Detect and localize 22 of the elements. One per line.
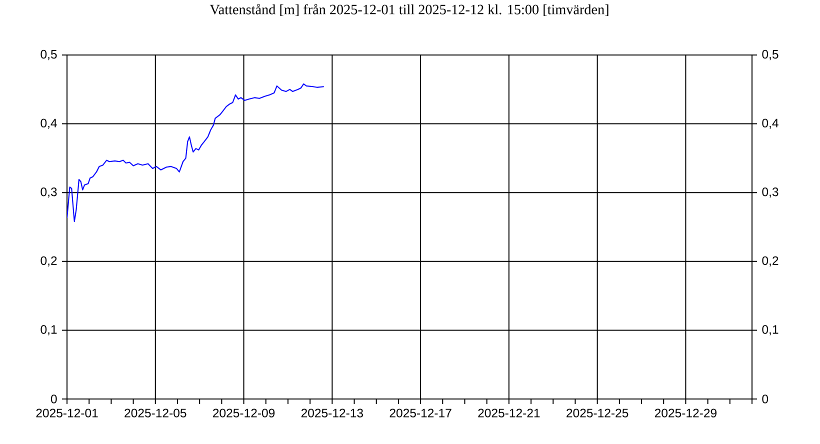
y2-tick-label: 0,5 — [762, 50, 778, 60]
y-tick-label: 0,1 — [40, 325, 57, 336]
y-tick-label: 0,3 — [40, 188, 57, 198]
y-tick-label: 0 — [50, 394, 57, 404]
y-tick-label: 0,2 — [40, 256, 57, 266]
y2-tick-label: 0,1 — [762, 325, 778, 336]
y2-tick-label: 0 — [762, 394, 768, 404]
x-tick-label: 2025-12-01 — [36, 408, 98, 418]
y-tick-label: 0,4 — [40, 118, 57, 129]
y-tick-label: 0,5 — [40, 50, 57, 60]
y2-tick-label: 0,4 — [762, 118, 778, 129]
x-tick-label: 2025-12-13 — [301, 408, 363, 418]
chart-title: Vattenstånd [m] från 2025-12-01 till 2025-12-12 kl. 15:00 [timvärden] — [210, 4, 608, 16]
x-tick-label: 2025-12-25 — [566, 408, 628, 418]
y2-tick-label: 0,2 — [762, 256, 778, 266]
x-tick-label: 2025-12-21 — [478, 408, 540, 418]
x-tick-label: 2025-12-29 — [654, 408, 717, 418]
x-tick-label: 2025-12-05 — [124, 408, 186, 418]
line-series — [67, 83, 324, 222]
y2-tick-label: 0,3 — [762, 188, 778, 198]
x-tick-label: 2025-12-17 — [390, 408, 452, 418]
x-tick-label: 2025-12-09 — [213, 408, 275, 418]
